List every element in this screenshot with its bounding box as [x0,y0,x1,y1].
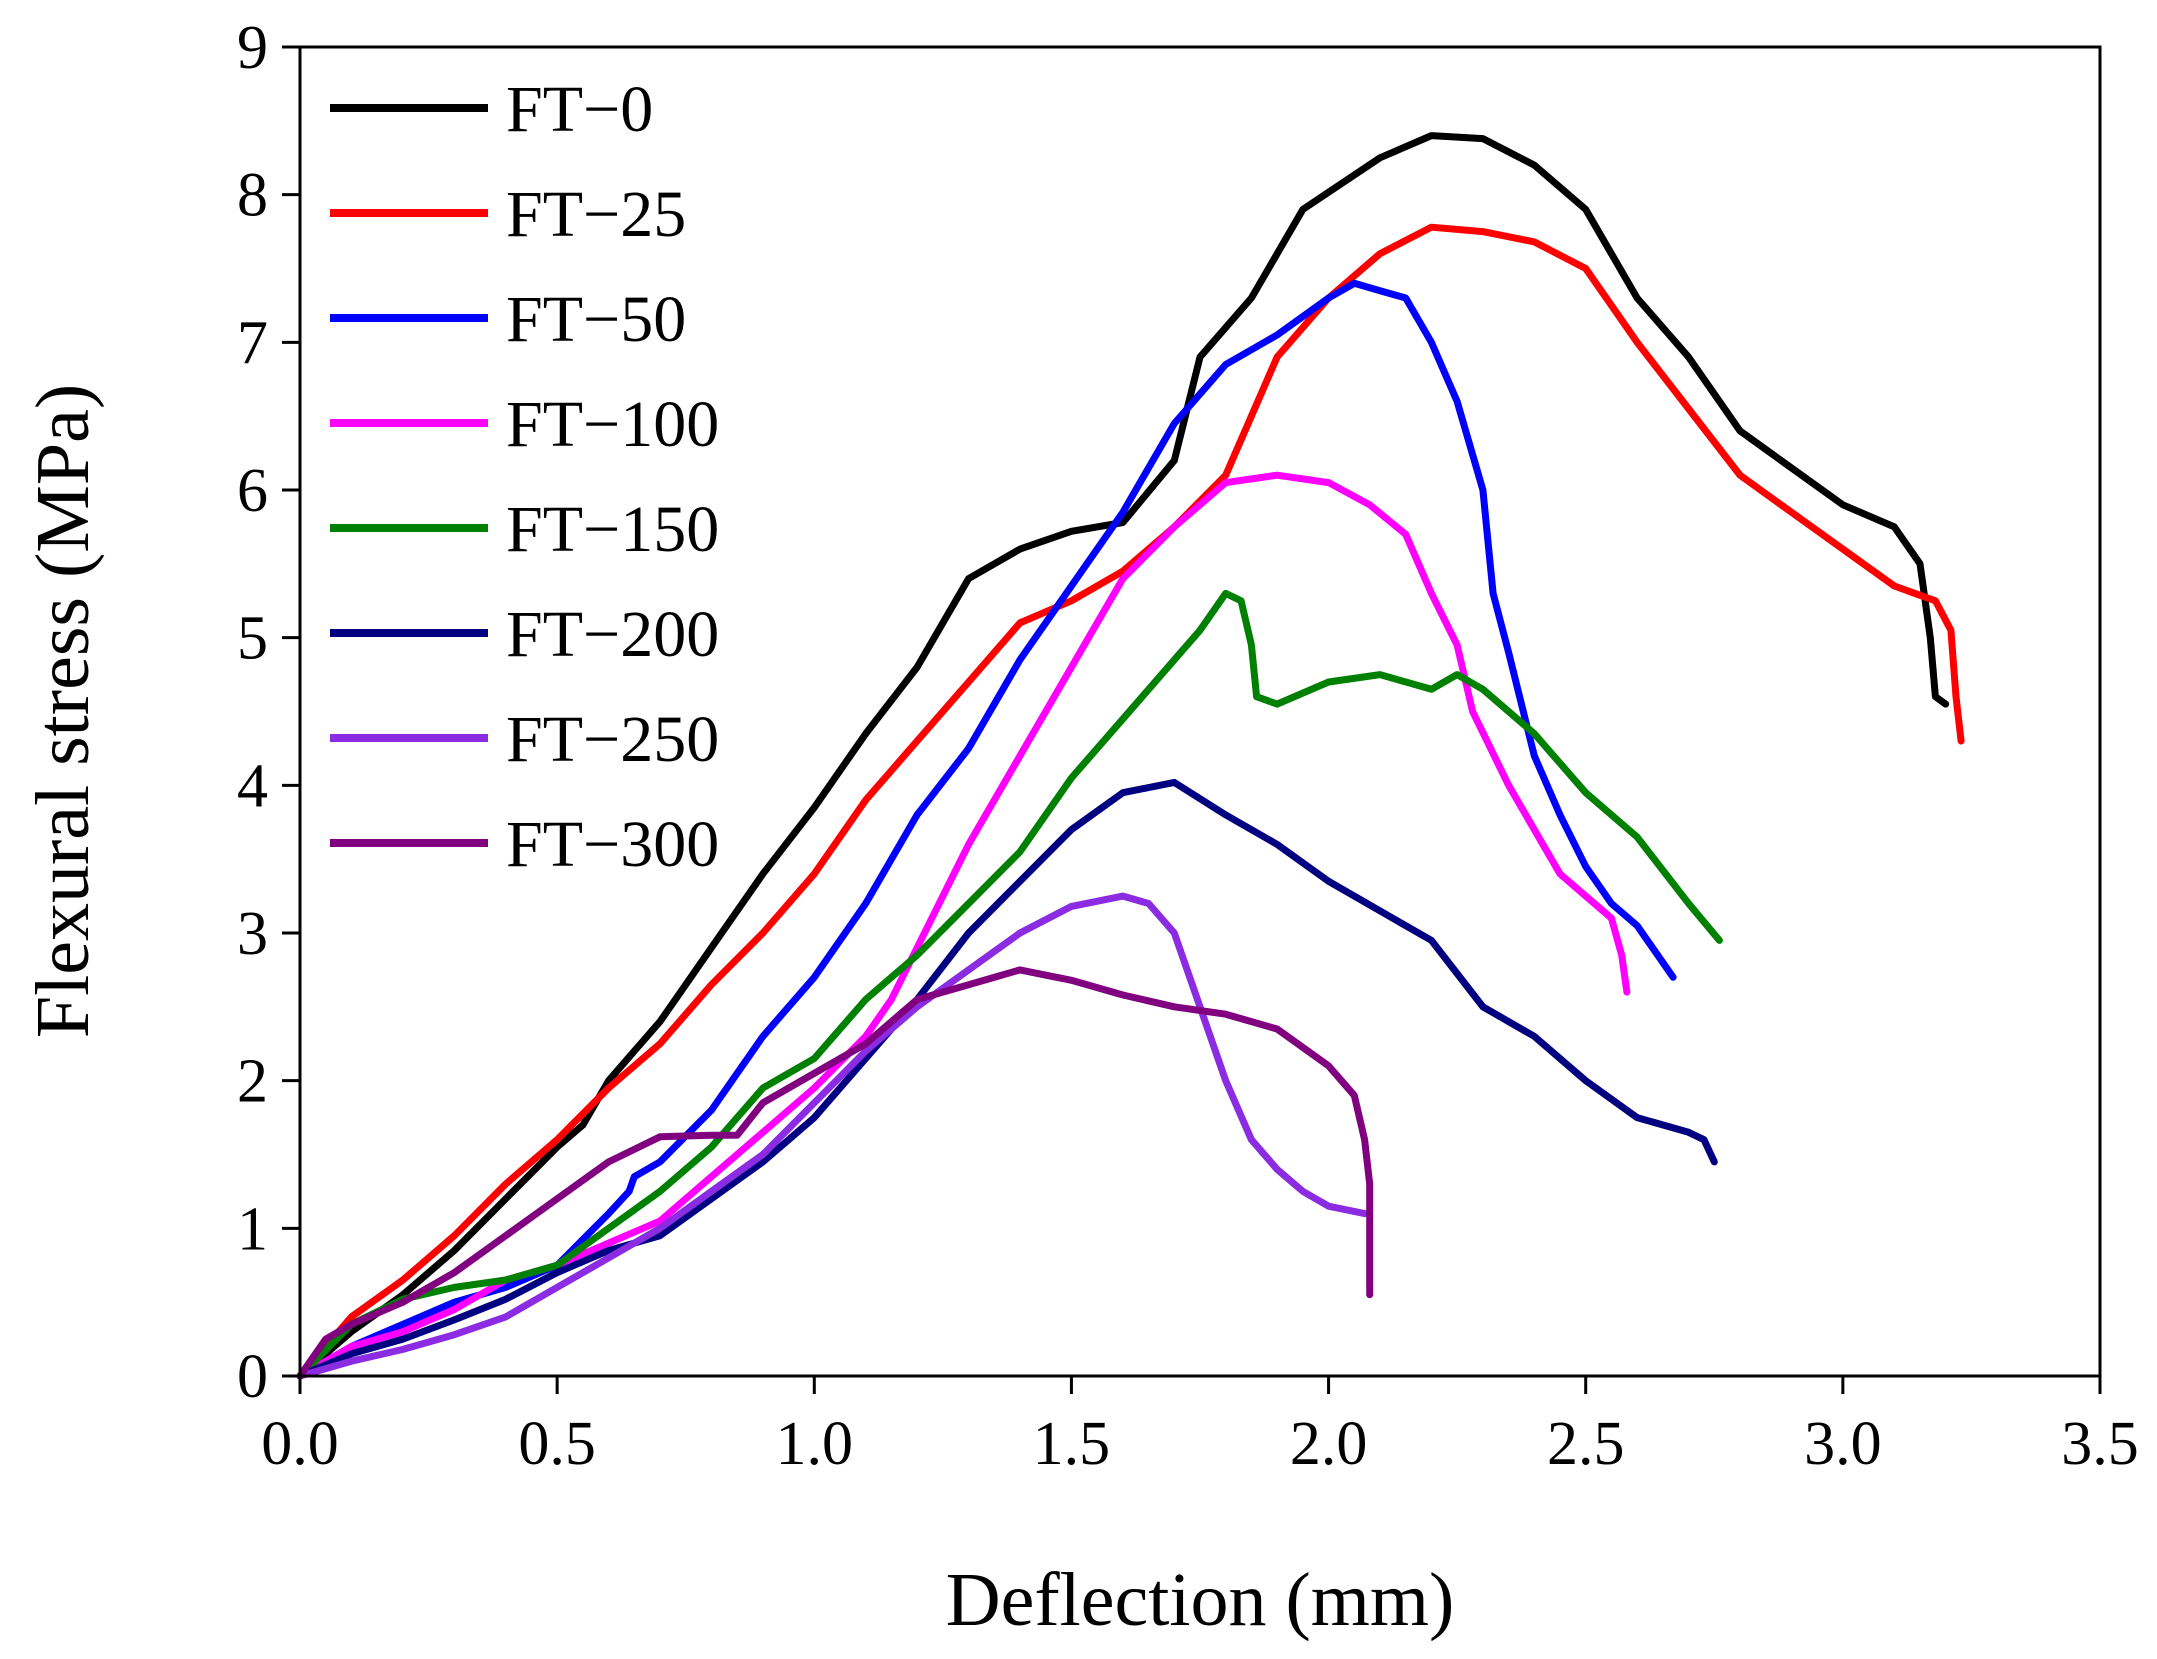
series-line-5 [296,778,1718,1380]
x-tick-label: 2.0 [1290,1410,1368,1478]
legend-label-2: FT−50 [506,283,686,356]
y-tick-label: 7 [237,309,268,377]
x-tick-label: 3.0 [1804,1410,1882,1478]
series-line-3 [296,471,1631,1380]
series-layer [296,132,1965,1380]
y-tick-label: 4 [237,752,268,820]
legend-label-6: FT−250 [506,703,719,776]
legend-label-1: FT−25 [506,178,686,251]
legend: FT−0 FT−25 FT−50 FT−100 FT−150 FT−200 FT−250 FT… [330,73,719,881]
legend-label-0: FT−0 [506,73,653,146]
y-axis-title: Flexural stress (MPa) [21,384,105,1038]
axis-ticks [282,45,2102,1394]
y-tick-label: 2 [237,1048,268,1116]
series-line-0 [296,132,1950,1380]
y-tick-label: 8 [237,162,268,230]
legend-label-4: FT−150 [506,493,719,566]
y-tick-labels: 0 1 2 3 4 5 6 7 8 9 [237,14,268,1411]
y-tick-label: 6 [237,457,268,525]
x-tick-label: 3.5 [2061,1410,2139,1478]
legend-label-7: FT−300 [506,808,719,881]
x-tick-labels: 0.0 0.5 1.0 1.5 2.0 2.5 3.0 3.5 [261,1410,2139,1478]
x-axis-title: Deflection (mm) [946,1558,1455,1642]
x-tick-label: 1.0 [776,1410,854,1478]
y-tick-label: 0 [237,1343,268,1411]
y-tick-label: 5 [237,605,268,673]
x-tick-label: 2.5 [1547,1410,1625,1478]
x-tick-label: 1.5 [1033,1410,1111,1478]
series-line-4 [296,589,1723,1380]
series-line-6 [296,892,1369,1380]
legend-label-3: FT−100 [506,388,719,461]
series-line-2 [296,279,1677,1380]
y-tick-label: 1 [237,1195,268,1263]
series-line-7 [296,966,1374,1380]
plot-frame [298,45,2102,1378]
y-tick-label: 9 [237,14,268,82]
x-tick-label: 0.0 [261,1410,339,1478]
y-tick-label: 3 [237,900,268,968]
legend-label-5: FT−200 [506,598,719,671]
x-tick-label: 0.5 [518,1410,596,1478]
